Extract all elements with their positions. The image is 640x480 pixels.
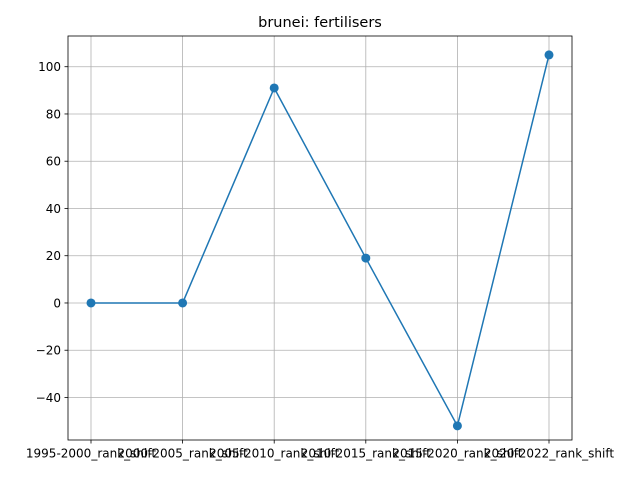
- gridlines: [68, 36, 572, 440]
- data-point: [361, 253, 371, 263]
- y-tick-label: −20: [36, 344, 61, 358]
- y-tick-label: −40: [36, 391, 61, 405]
- y-tick-label: 40: [46, 202, 61, 216]
- y-tick-label: 60: [46, 155, 61, 169]
- data-point: [178, 298, 188, 308]
- data-point: [544, 50, 554, 60]
- x-tick-label: 2005-2010_rank_shift: [209, 447, 339, 461]
- y-tick-label: 20: [46, 249, 61, 263]
- plot-frame: [67, 35, 573, 441]
- y-axis: −40 −20 0 20 40 60 80 100: [36, 60, 68, 405]
- y-tick-label: 80: [46, 107, 61, 121]
- series-line: [91, 54, 550, 428]
- x-tick-label: 2000-2005_rank_shift: [118, 447, 248, 461]
- y-tick-label: 0: [53, 296, 61, 310]
- x-tick-label: 1995-2000_rank_shift: [26, 447, 156, 461]
- series-layer: [86, 50, 554, 431]
- chart-title: brunei: fertilisers: [258, 15, 382, 31]
- x-axis: 1995-2000_rank_shift2000-2005_rank_shift…: [26, 440, 614, 461]
- data-point: [86, 298, 96, 308]
- x-tick-label: 2010-2015_rank_shift: [301, 447, 431, 461]
- data-point: [269, 83, 279, 93]
- data-point: [452, 421, 462, 431]
- y-tick-label: 100: [38, 60, 61, 74]
- x-tick-label: 2015-2020_rank_shift: [392, 447, 522, 461]
- x-tick-label: 2020-2022_rank_shift: [484, 447, 614, 461]
